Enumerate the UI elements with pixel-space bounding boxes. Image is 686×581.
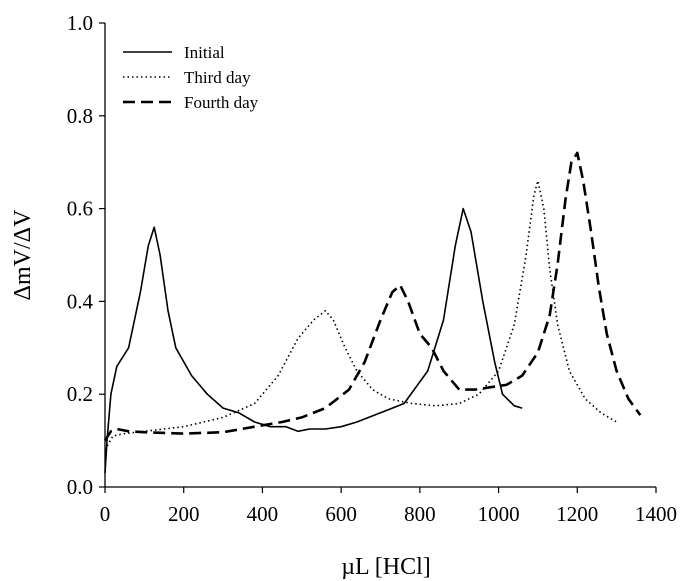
x-axis-label: µL [HCl] — [341, 554, 431, 580]
ticks: 0 200 400 600 800 1000 1200 1400 0.0 0.2 0.4 0.6 0.8… — [67, 11, 677, 526]
x-tick-label: 600 — [325, 502, 357, 526]
legend-label-third-day: Third day — [184, 68, 251, 87]
y-tick-label: 0.0 — [67, 475, 93, 499]
x-tick-label: 1400 — [635, 502, 677, 526]
y-tick-label: 0.8 — [67, 104, 93, 128]
x-tick-label: 800 — [404, 502, 436, 526]
y-tick-label: 1.0 — [67, 11, 93, 35]
y-tick-label: 0.6 — [67, 197, 93, 221]
legend-label-initial: Initial — [184, 43, 225, 62]
legend-label-fourth-day: Fourth day — [184, 93, 259, 112]
x-tick-label: 1200 — [556, 502, 598, 526]
x-tick-label: 200 — [168, 502, 200, 526]
x-tick-label: 400 — [247, 502, 279, 526]
legend: Initial Third day Fourth day — [123, 43, 259, 112]
series-line-initial — [104, 207, 523, 474]
series-group — [103, 151, 642, 474]
axes — [104, 23, 656, 488]
x-tick-label: 1000 — [478, 502, 520, 526]
series-line-fourth-day — [103, 151, 642, 442]
x-tick-label: 0 — [100, 502, 111, 526]
y-tick-label: 0.2 — [67, 382, 93, 406]
y-axis-label: ΔmV/ΔV — [10, 209, 36, 301]
series-line-third-day — [104, 180, 618, 451]
y-tick-label: 0.4 — [67, 289, 94, 313]
